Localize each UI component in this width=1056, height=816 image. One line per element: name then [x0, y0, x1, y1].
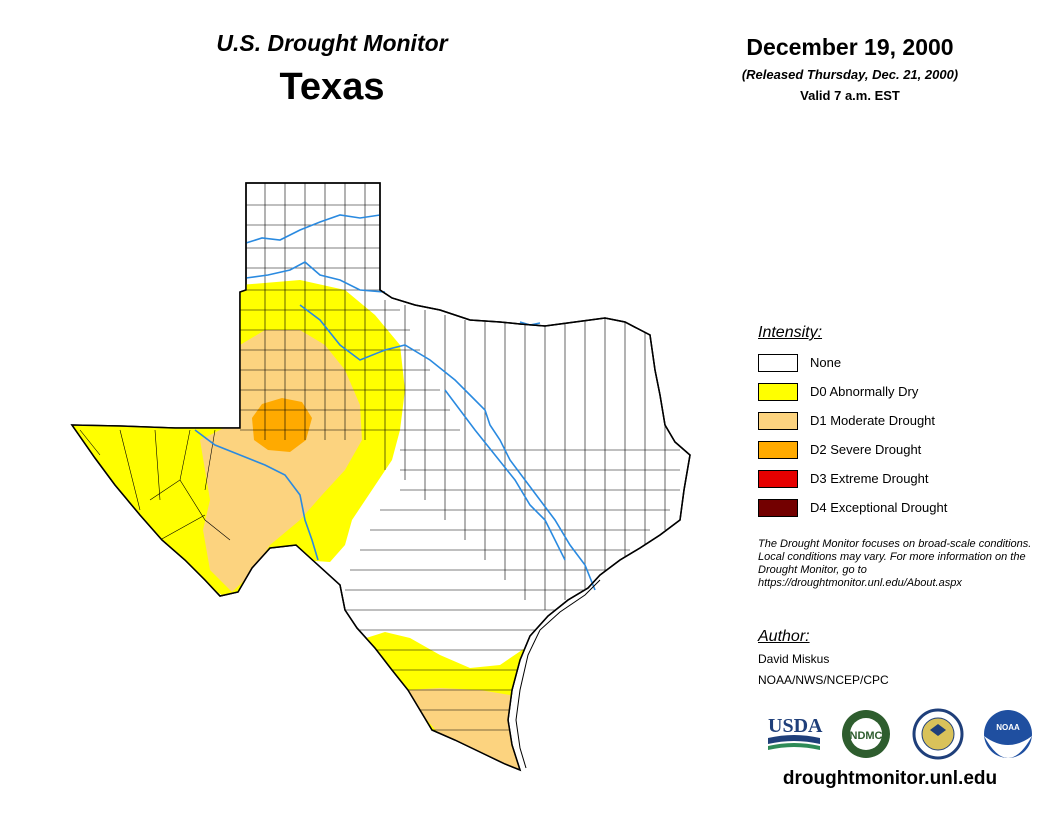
monitor-note: The Drought Monitor focuses on broad-sca…	[758, 538, 1032, 589]
drought-d1-south	[408, 688, 520, 770]
svg-text:NOAA: NOAA	[996, 723, 1020, 732]
legend: Intensity: None D0 Abnormally Dry D1 Mod…	[758, 324, 1028, 522]
map-title: Texas	[279, 66, 385, 108]
website-url[interactable]: droughtmonitor.unl.edu	[782, 768, 998, 789]
legend-swatch-d4	[758, 498, 798, 517]
release-date: (Released Thursday, Dec. 21, 2000)	[741, 67, 959, 82]
map-subtitle: U.S. Drought Monitor	[216, 30, 448, 56]
svg-text:USDA: USDA	[768, 715, 823, 737]
legend-label-none: None	[810, 355, 842, 370]
legend-row-d0: D0 Abnormally Dry	[758, 377, 1028, 406]
legend-label-d3: D3 Extreme Drought	[810, 471, 929, 486]
author-title: Author:	[758, 628, 810, 645]
legend-label-d0: D0 Abnormally Dry	[810, 384, 919, 399]
county-lines	[79, 183, 680, 731]
author-org: NOAA/NWS/NCEP/CPC	[758, 673, 889, 687]
ndmc-logo: NDMC	[842, 710, 890, 758]
legend-swatch-d2	[758, 440, 798, 459]
rivers	[194, 214, 596, 591]
legend-label-d4: D4 Exceptional Drought	[810, 500, 948, 515]
legend-title: Intensity:	[758, 324, 823, 341]
commerce-seal-logo	[912, 708, 964, 760]
legend-row-none: None	[758, 348, 1028, 377]
barrier-islands	[515, 579, 601, 769]
legend-swatch-none	[758, 353, 798, 372]
legend-swatch-d3	[758, 469, 798, 488]
drought-d2-core	[252, 398, 312, 452]
date-block: December 19, 2000 (Released Thursday, De…	[700, 34, 1000, 103]
legend-swatch-d1	[758, 411, 798, 430]
legend-row-d4: D4 Exceptional Drought	[758, 493, 1028, 522]
texas-drought-map	[70, 182, 691, 772]
legend-row-d3: D3 Extreme Drought	[758, 464, 1028, 493]
author-block: Author: David Miskus NOAA/NWS/NCEP/CPC	[758, 628, 1028, 687]
legend-label-d2: D2 Severe Drought	[810, 442, 922, 457]
texas-border	[70, 182, 691, 772]
agency-logos: USDA NDMC NOAA	[768, 708, 1032, 760]
usda-logo: USDA	[768, 715, 823, 750]
legend-row-d1: D1 Moderate Drought	[758, 406, 1028, 435]
valid-time: Valid 7 a.m. EST	[800, 88, 900, 103]
author-name: David Miskus	[758, 652, 830, 666]
svg-text:NDMC: NDMC	[850, 730, 883, 742]
legend-rows: None D0 Abnormally Dry D1 Moderate Droug…	[758, 348, 1028, 522]
legend-row-d2: D2 Severe Drought	[758, 435, 1028, 464]
legend-label-d1: D1 Moderate Drought	[810, 413, 936, 428]
legend-swatch-d0	[758, 382, 798, 401]
map-date: December 19, 2000	[746, 34, 954, 60]
noaa-logo: NOAA	[984, 710, 1032, 758]
